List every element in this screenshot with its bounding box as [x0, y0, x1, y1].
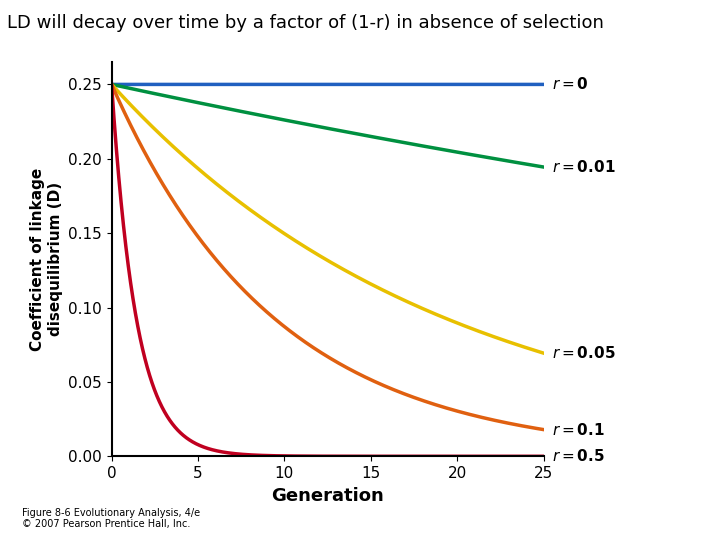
- Y-axis label: Coefficient of linkage
disequilibrium (D): Coefficient of linkage disequilibrium (D…: [30, 167, 63, 351]
- Text: $r=\mathbf{0}$: $r=\mathbf{0}$: [552, 77, 589, 92]
- Text: Figure 8-6 Evolutionary Analysis, 4/e
© 2007 Pearson Prentice Hall, Inc.: Figure 8-6 Evolutionary Analysis, 4/e © …: [22, 508, 199, 529]
- Text: LD will decay over time by a factor of (1-r) in absence of selection: LD will decay over time by a factor of (…: [7, 14, 604, 31]
- Text: $r=\mathbf{0.5}$: $r=\mathbf{0.5}$: [552, 448, 605, 464]
- Text: $r=\mathbf{0.01}$: $r=\mathbf{0.01}$: [552, 159, 616, 175]
- Text: $r=\mathbf{0.05}$: $r=\mathbf{0.05}$: [552, 345, 616, 361]
- X-axis label: Generation: Generation: [271, 487, 384, 504]
- Text: $r=\mathbf{0.1}$: $r=\mathbf{0.1}$: [552, 422, 605, 437]
